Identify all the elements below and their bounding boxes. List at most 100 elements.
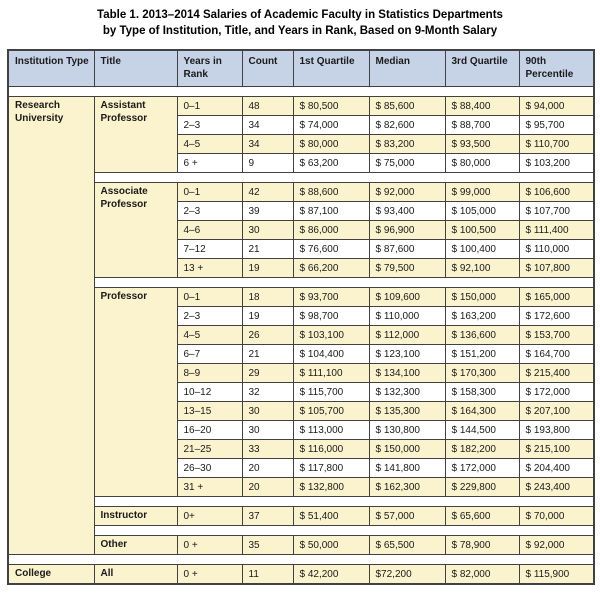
table-row: 2–3 39 $ 87,100 $ 93,400 $ 105,000 $ 107,700 (8, 201, 595, 222)
q3-cell: $ 80,000 (444, 153, 520, 174)
median-cell: $ 135,300 (368, 401, 446, 422)
spacer-cell (93, 277, 595, 289)
p90-cell: $ 94,000 (518, 96, 595, 117)
median-cell: $ 83,200 (368, 134, 446, 155)
q1-cell: $ 80,000 (292, 134, 370, 155)
col-header-3rd-quartile: 3rd Quartile (444, 49, 520, 88)
q3-cell: $ 99,000 (444, 182, 520, 203)
p90-cell: $ 95,700 (518, 115, 595, 136)
table-row: 4–6 30 $ 86,000 $ 96,900 $ 100,500 $ 111,400 (8, 220, 595, 241)
spacer-row (7, 86, 595, 98)
table-row: 2–3 19 $ 98,700 $ 110,000 $ 163,200 $ 172,600 (8, 306, 595, 327)
p90-cell: $ 243,400 (518, 477, 595, 498)
q3-cell: $ 65,600 (444, 506, 520, 527)
table-row: 8–9 29 $ 111,100 $ 134,100 $ 170,300 $ 215,40… (8, 363, 595, 384)
count-cell: 34 (241, 134, 294, 155)
median-cell: $ 130,800 (368, 420, 446, 441)
years-cell: 6–7 (176, 344, 243, 365)
years-cell: 0–1 (176, 287, 243, 308)
p90-cell: $ 92,000 (518, 535, 595, 556)
q3-cell: $ 170,300 (444, 363, 520, 384)
p90-cell: $ 110,700 (518, 134, 595, 155)
col-header-title: Title (93, 49, 178, 88)
count-cell: 26 (241, 325, 294, 346)
q1-cell: $ 80,500 (292, 96, 370, 117)
median-cell: $ 134,100 (368, 363, 446, 384)
median-cell: $ 75,000 (368, 153, 446, 174)
q1-cell: $ 132,800 (292, 477, 370, 498)
spacer-row (8, 496, 595, 508)
title-cell: Professor (93, 287, 178, 498)
count-cell: 34 (241, 115, 294, 136)
years-cell: 13 + (176, 258, 243, 279)
count-cell: 48 (241, 96, 294, 117)
q1-cell: $ 104,400 (292, 344, 370, 365)
table-row: 26–30 20 $ 117,800 $ 141,800 $ 172,000 $ 204,… (8, 458, 595, 479)
q3-cell: $ 136,600 (444, 325, 520, 346)
institution-cell: College (7, 564, 95, 585)
table-body: Research University Assistant Professor 0–… (7, 86, 595, 585)
table-row: 4–5 26 $ 103,100 $ 112,000 $ 136,600 $ 153,70… (8, 325, 595, 346)
spacer-cell (93, 496, 595, 508)
median-cell: $ 82,600 (368, 115, 446, 136)
count-cell: 30 (241, 220, 294, 241)
years-cell: 2–3 (176, 306, 243, 327)
count-cell: 32 (241, 382, 294, 403)
q1-cell: $ 115,700 (292, 382, 370, 403)
median-cell: $ 79,500 (368, 258, 446, 279)
p90-cell: $ 111,400 (518, 220, 595, 241)
col-header-median: Median (368, 49, 446, 88)
count-cell: 42 (241, 182, 294, 203)
count-cell: 21 (241, 239, 294, 260)
col-header-years-in-rank: Years in Rank (176, 49, 243, 88)
spacer-row (8, 525, 595, 537)
p90-cell: $ 106,600 (518, 182, 595, 203)
table-title-line1: Table 1. 2013–2014 Salaries of Academic … (97, 9, 503, 21)
q3-cell: $ 144,500 (444, 420, 520, 441)
title-cell: Other (93, 535, 178, 556)
table-row: Instructor 0+ 37 $ 51,400 $ 57,000 $ 65,600 $ … (8, 506, 595, 527)
p90-cell: $ 70,000 (518, 506, 595, 527)
q1-cell: $ 86,000 (292, 220, 370, 241)
years-cell: 16–20 (176, 420, 243, 441)
q1-cell: $ 116,000 (292, 439, 370, 460)
institution-cell: Research University (7, 96, 95, 556)
years-cell: 0–1 (176, 182, 243, 203)
p90-cell: $ 215,100 (518, 439, 595, 460)
count-cell: 39 (241, 201, 294, 222)
q1-cell: $ 117,800 (292, 458, 370, 479)
q1-cell: $ 42,200 (292, 564, 370, 585)
median-cell: $ 123,100 (368, 344, 446, 365)
median-cell: $ 162,300 (368, 477, 446, 498)
count-cell: 30 (241, 401, 294, 422)
salary-table: Institution Type Title Years in Rank Cou… (7, 49, 595, 586)
median-cell: $ 85,600 (368, 96, 446, 117)
p90-cell: $ 115,900 (518, 564, 595, 585)
median-cell: $ 96,900 (368, 220, 446, 241)
median-cell: $ 112,000 (368, 325, 446, 346)
q3-cell: $ 100,400 (444, 239, 520, 260)
q1-cell: $ 51,400 (292, 506, 370, 527)
p90-cell: $ 107,800 (518, 258, 595, 279)
years-cell: 31 + (176, 477, 243, 498)
count-cell: 19 (241, 258, 294, 279)
q3-cell: $ 93,500 (444, 134, 520, 155)
median-cell: $ 132,300 (368, 382, 446, 403)
median-cell: $ 57,000 (368, 506, 446, 527)
q1-cell: $ 93,700 (292, 287, 370, 308)
q1-cell: $ 113,000 (292, 420, 370, 441)
p90-cell: $ 172,600 (518, 306, 595, 327)
median-cell: $ 87,600 (368, 239, 446, 260)
spacer-cell (7, 86, 595, 98)
table-row: College All 0 +11 $ 42,200 $72,200 $ 82,000 $ … (7, 564, 595, 585)
table-title-line2: by Type of Institution, Title, and Years… (102, 25, 498, 38)
title-cell: All (93, 564, 178, 585)
q1-cell: $ 111,100 (292, 363, 370, 384)
median-cell: $ 93,400 (368, 201, 446, 222)
header-row: Institution Type Title Years in Rank Cou… (7, 49, 595, 88)
years-cell: 7–12 (176, 239, 243, 260)
p90-cell: $ 103,200 (518, 153, 595, 174)
col-header-institution-type: Institution Type (7, 49, 95, 88)
count-cell: 20 (241, 477, 294, 498)
count-cell: 29 (241, 363, 294, 384)
